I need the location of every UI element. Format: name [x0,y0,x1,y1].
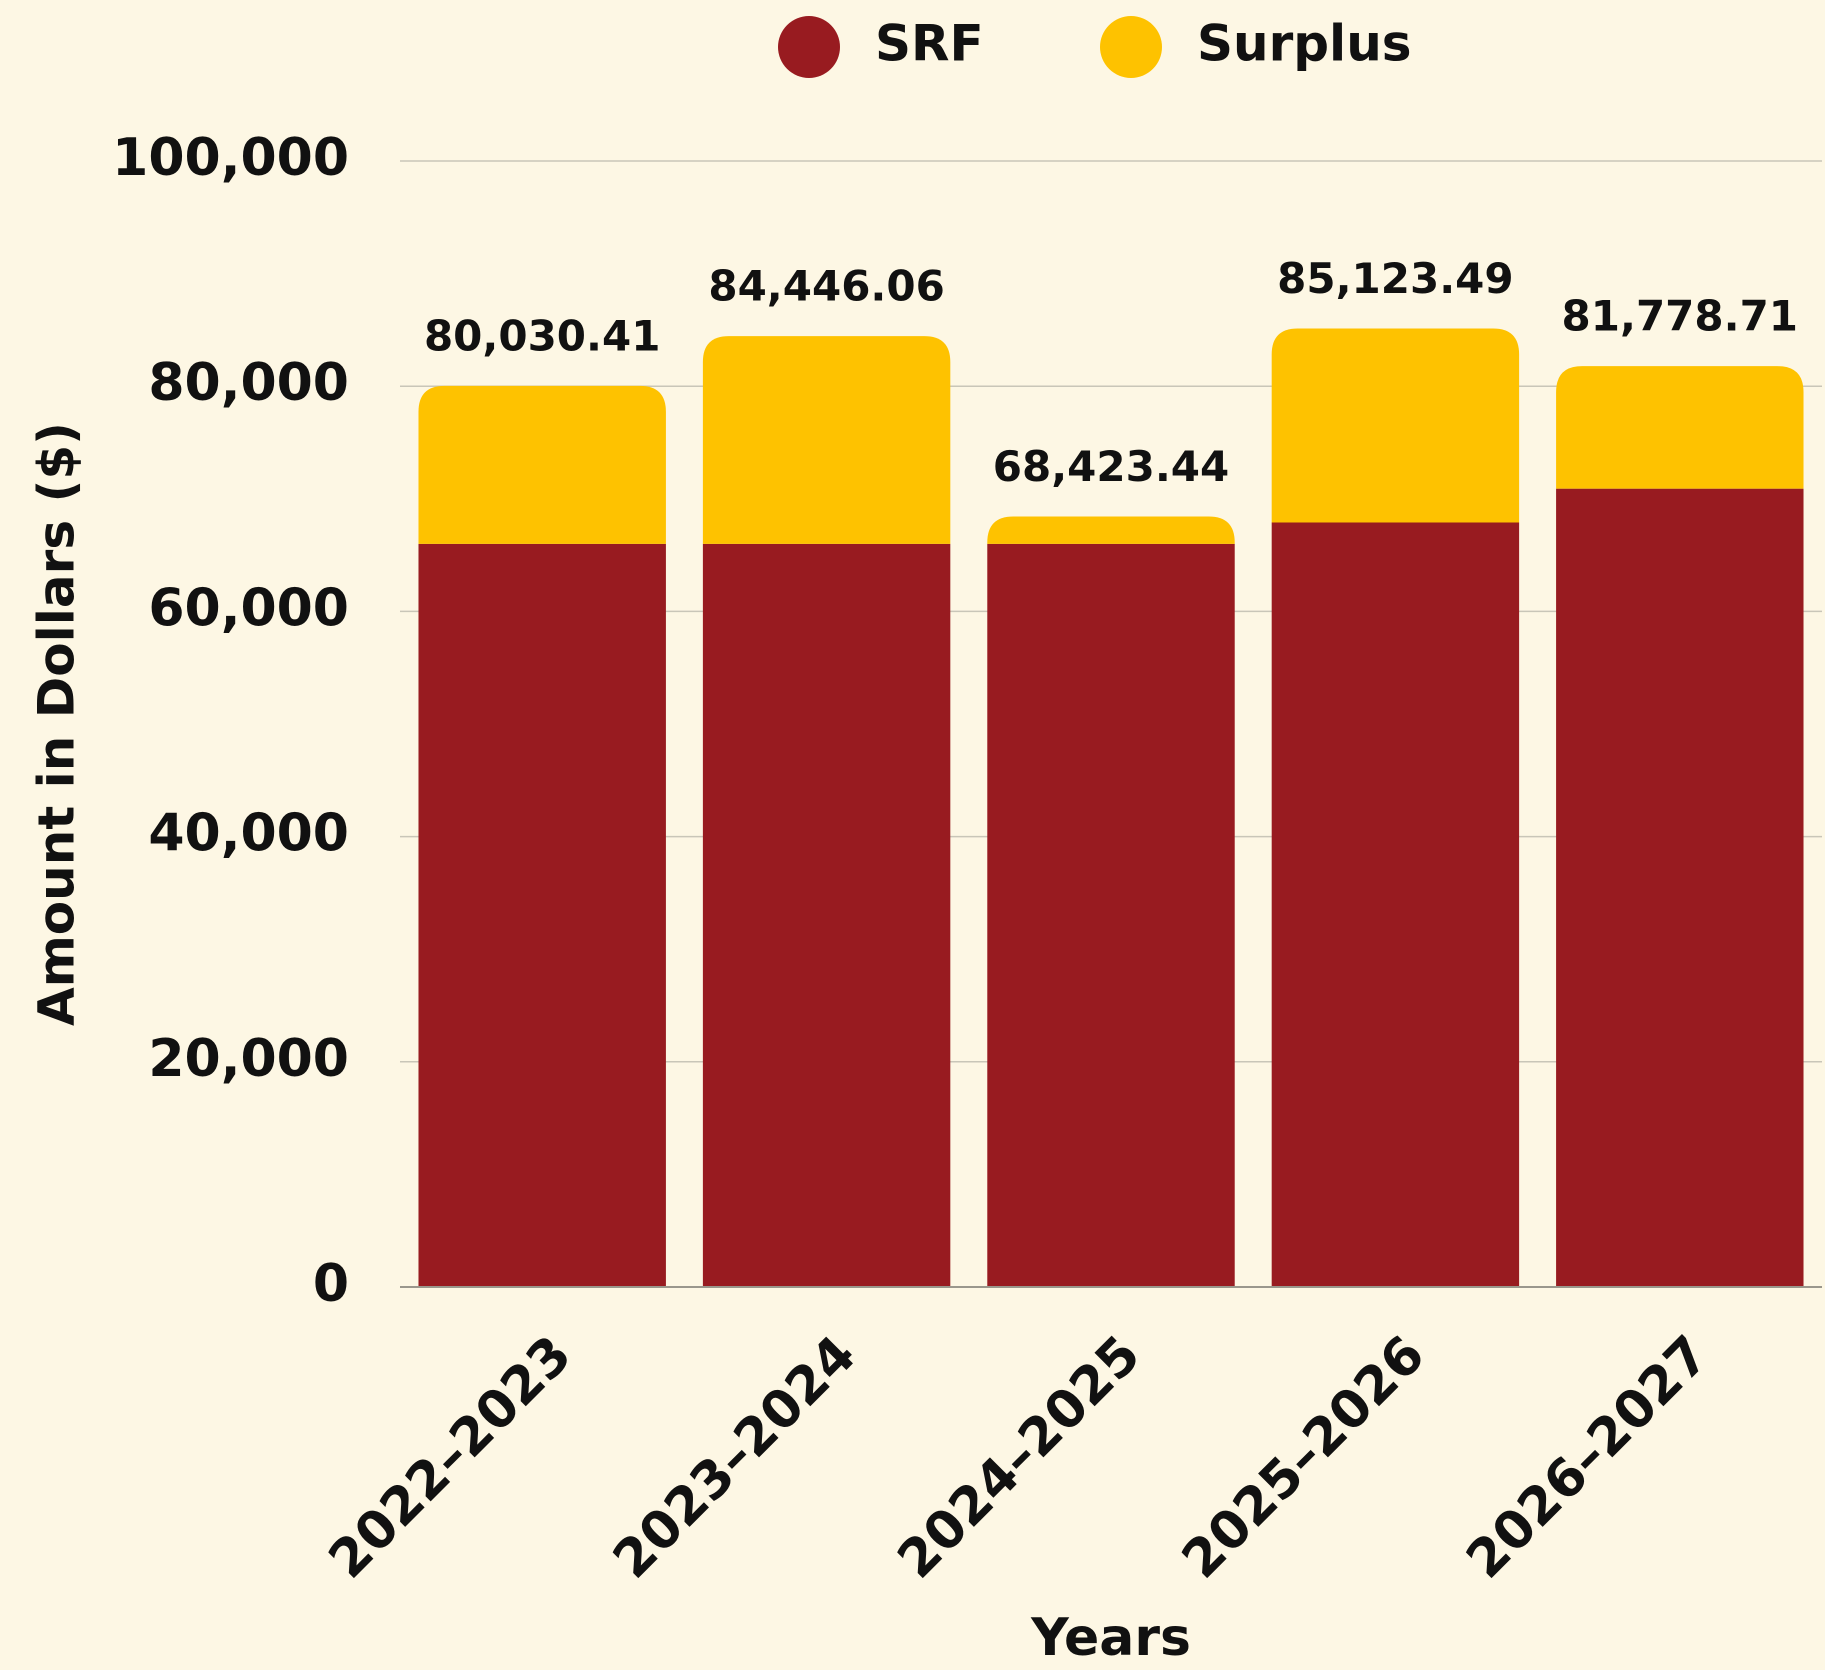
legend-label: SRF [875,15,984,73]
bar-segment [702,336,951,544]
bar-segment [1556,488,1804,1287]
legend-marker [778,16,840,78]
bar-segment [987,543,1235,1287]
x-tick-label: 2023–2024 [602,1325,867,1590]
y-tick-label: 60,000 [148,578,349,638]
data-label: 85,123.49 [1277,254,1513,303]
y-tick-label: 40,000 [148,804,349,864]
y-tick-label: 20,000 [148,1029,349,1089]
data-label: 84,446.06 [708,262,944,311]
bar-segment [1271,522,1520,1287]
bar-segment [987,516,1235,544]
y-tick-label: 100,000 [112,128,349,188]
data-label: 80,030.41 [424,311,660,360]
x-tick-label: 2026–2027 [1455,1325,1720,1590]
y-axis-title: Amount in Dollars ($) [28,422,86,1026]
x-tick-label: 2024–2025 [887,1325,1152,1590]
bar-segment [702,543,951,1287]
bar-segment [1556,366,1804,489]
legend-marker [1100,16,1162,78]
bar-segment [1271,328,1520,523]
y-tick-label: 80,000 [148,353,349,413]
x-tick-label: 2025–2026 [1171,1325,1436,1590]
y-tick-label: 0 [313,1254,349,1314]
data-label: 68,423.44 [993,442,1229,491]
x-tick-label: 2022–2023 [318,1325,583,1590]
legend-label: Surplus [1197,15,1412,73]
x-axis-title: Years [1030,1608,1191,1668]
bar-segment [418,543,666,1287]
bar-segment [418,385,666,544]
data-label: 81,778.71 [1562,292,1798,341]
